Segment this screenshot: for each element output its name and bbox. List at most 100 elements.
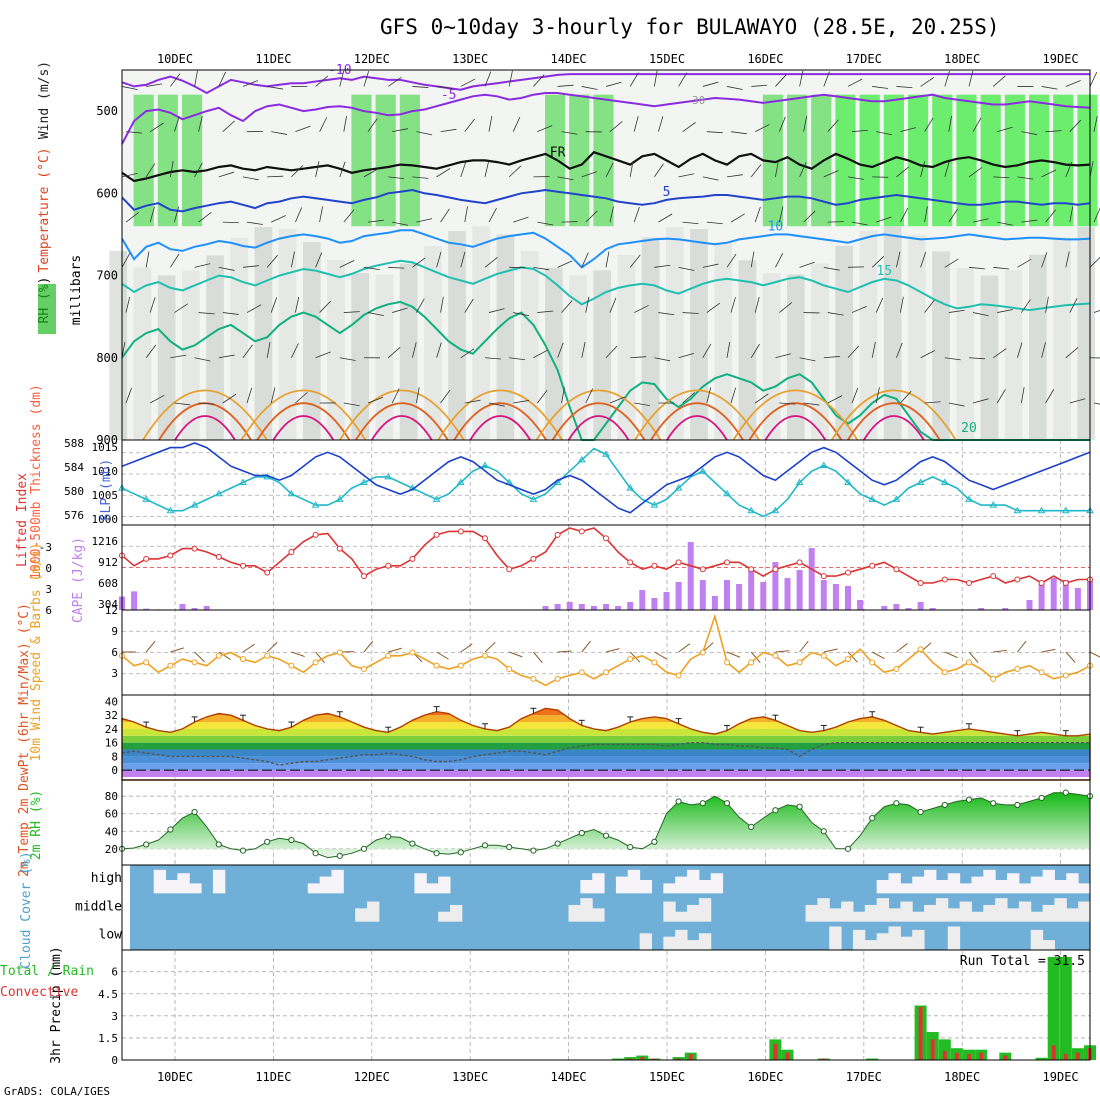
rh-point	[748, 823, 755, 830]
cloud-cell	[1054, 898, 1067, 922]
warm-isotherm-arc	[831, 389, 957, 441]
wind-speed-point	[1014, 665, 1021, 672]
cape-bar	[857, 600, 864, 610]
wind-barb	[872, 86, 889, 89]
wind-barb	[218, 266, 235, 271]
rh-shading	[109, 250, 128, 440]
surface-wind-barb	[1065, 651, 1076, 663]
cloud-cell	[355, 908, 368, 922]
wind-barb	[1017, 258, 1032, 268]
cloud-cell	[1054, 880, 1067, 894]
cloud-cell	[1078, 901, 1091, 922]
cape-bar	[929, 608, 936, 610]
isotherm-FR	[121, 150, 1091, 183]
lifted-index-point	[699, 566, 706, 573]
lifted-index-point	[1062, 579, 1069, 586]
wind-barb	[1065, 347, 1079, 359]
wind-barb	[363, 168, 379, 178]
wind-barb	[561, 131, 578, 135]
wind-barb	[726, 174, 743, 178]
rh-point	[433, 850, 440, 857]
surface-wind-barb	[775, 650, 790, 653]
wind-barb	[557, 84, 574, 87]
cloud-cell	[947, 926, 961, 950]
lifted-index-point	[530, 555, 537, 562]
thickness-point	[166, 506, 175, 514]
wind-barb	[1089, 71, 1098, 87]
cape-bar	[191, 608, 198, 610]
cloud-cell	[177, 873, 190, 894]
rh-shading	[738, 260, 757, 440]
wind-barb	[198, 402, 215, 405]
rh-shading-label: 30	[692, 94, 705, 107]
rh-point	[917, 808, 924, 816]
wind-barb	[508, 70, 513, 87]
wind-barb	[851, 221, 868, 226]
y-tick-label: 9	[111, 625, 118, 638]
rh-point	[699, 800, 706, 807]
wind-barb	[678, 173, 695, 178]
thickness-label: 1000-500mb Thickness (dm)	[29, 384, 44, 580]
wind-speed-point	[506, 665, 513, 672]
cloud-cell	[663, 901, 676, 922]
lifted-index-point	[578, 528, 585, 535]
wind-barb	[924, 401, 941, 404]
wind-barb	[823, 71, 830, 87]
thickness-point	[360, 478, 368, 485]
wind-barb	[996, 389, 1006, 404]
footer-credit: GrADS: COLA/IGES	[4, 1085, 110, 1098]
wind-barb	[896, 342, 903, 358]
cape-bar	[590, 606, 597, 610]
wind-barb	[170, 354, 187, 359]
isotherm-15	[121, 259, 1091, 312]
rh-point	[627, 843, 634, 851]
wind-barb	[343, 402, 360, 407]
rh-point	[409, 840, 416, 847]
cloud-cell	[367, 901, 380, 922]
wind-barb	[460, 251, 466, 268]
wind-barb	[682, 122, 696, 132]
rh-shading	[859, 230, 878, 440]
rh-point	[554, 840, 561, 847]
wind-barb	[343, 115, 347, 132]
wind-barb	[315, 252, 323, 268]
cape-bar	[724, 580, 730, 610]
lifted-index-point	[966, 579, 972, 586]
rh-shading	[835, 94, 856, 227]
wind-barb	[609, 396, 625, 404]
thickness-point	[626, 484, 635, 491]
wind-barb	[871, 342, 876, 358]
rh-shading	[1077, 226, 1096, 440]
wind-barb	[799, 162, 807, 178]
precip-convective-bar	[652, 1058, 657, 1060]
y-tick-label: 60	[105, 808, 118, 821]
wind-barb	[537, 389, 548, 404]
lifted-index-point	[917, 579, 924, 586]
precip-convective-bar	[918, 1007, 923, 1060]
wind-barb	[847, 176, 864, 180]
lifted-index-point	[893, 566, 900, 573]
y-tick-label: 16	[105, 737, 118, 750]
thickness-point	[698, 467, 707, 474]
wind-barb	[702, 81, 719, 87]
y-tick-label: 0	[111, 1054, 118, 1067]
thickness-point	[481, 461, 489, 469]
wind-barb	[1093, 402, 1100, 405]
wind-speed-point	[264, 652, 271, 659]
wind-barb	[367, 118, 378, 132]
lifted-index-point	[167, 552, 174, 559]
wind-barb	[944, 71, 950, 87]
rh-shading	[787, 94, 808, 227]
rh-shading	[278, 228, 297, 440]
surface-wind-barb	[896, 643, 908, 653]
cloud-cell	[687, 940, 700, 950]
wind-barb	[827, 119, 839, 132]
cloud-cell	[935, 880, 949, 894]
wind-speed-point	[312, 659, 319, 666]
warm-isotherm-arc	[847, 402, 941, 441]
precip-convective-bar	[640, 1057, 645, 1060]
wind-barb	[706, 302, 720, 313]
surface-wind-barb	[847, 651, 858, 663]
wind-speed-point	[651, 659, 658, 666]
rh-shading	[617, 255, 636, 440]
